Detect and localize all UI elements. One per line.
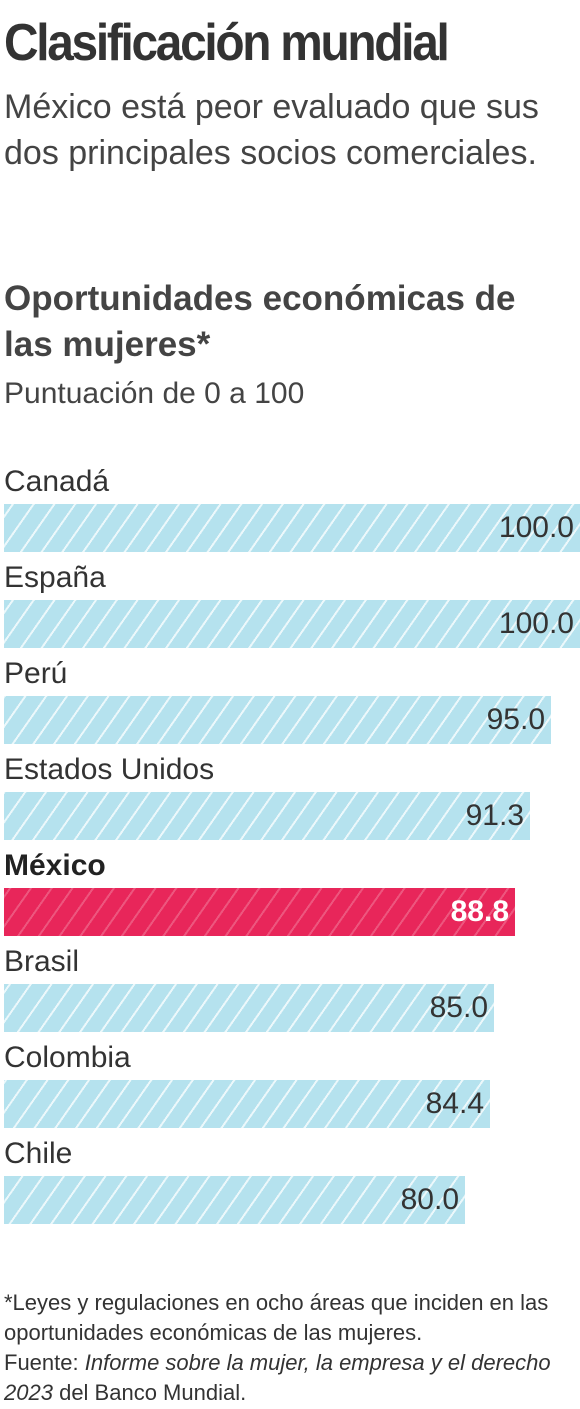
value-label-espana: 100.0 bbox=[498, 607, 574, 640]
bar-brasil: 85.0 bbox=[4, 984, 494, 1032]
footnote: *Leyes y regulaciones en ocho áreas que … bbox=[4, 1288, 576, 1408]
bar-espana: 100.0 bbox=[4, 600, 580, 648]
value-label-mexico: 88.8 bbox=[450, 895, 509, 928]
bar-mexico: 88.8 bbox=[4, 888, 515, 936]
bar-colombia: 84.4 bbox=[4, 1080, 490, 1128]
category-label-estados-unidos: Estados Unidos bbox=[4, 753, 215, 786]
chart-subtitle: Puntuación de 0 a 100 bbox=[4, 377, 305, 410]
value-label-estados-unidos: 91.3 bbox=[465, 799, 524, 832]
category-label-brasil: Brasil bbox=[4, 945, 80, 978]
bar-chart: Canadá 100.0 España 100.0 Perú 95.0 Estados Un… bbox=[0, 460, 580, 1240]
chart-title: Oportunidades económicas de las mujeres* bbox=[4, 279, 516, 364]
subheadline: México está peor evaluado que sus dos pr… bbox=[4, 88, 539, 172]
source-title: Informe sobre la mujer, la empresa y el … bbox=[4, 1350, 551, 1405]
value-label-peru: 95.0 bbox=[486, 703, 545, 736]
value-label-chile: 80.0 bbox=[400, 1183, 459, 1216]
value-label-canada: 100.0 bbox=[498, 511, 574, 544]
category-label-colombia: Colombia bbox=[4, 1041, 131, 1074]
source-org: del Banco Mundial. bbox=[59, 1380, 247, 1405]
category-label-mexico: México bbox=[4, 849, 106, 882]
headline: Clasificación mundial bbox=[4, 14, 450, 72]
bar-estados-unidos: 91.3 bbox=[4, 792, 530, 840]
bar-chile: 80.0 bbox=[4, 1176, 465, 1224]
bar-peru: 95.0 bbox=[4, 696, 551, 744]
source-label: Fuente: bbox=[4, 1350, 79, 1375]
category-label-espana: España bbox=[4, 561, 106, 594]
value-label-colombia: 84.4 bbox=[425, 1087, 484, 1120]
footnote-note: *Leyes y regulaciones en ocho áreas que … bbox=[4, 1290, 549, 1345]
value-label-brasil: 85.0 bbox=[429, 991, 488, 1024]
category-label-canada: Canadá bbox=[4, 465, 110, 498]
bar-canada: 100.0 bbox=[4, 504, 580, 552]
category-label-chile: Chile bbox=[4, 1137, 73, 1170]
category-label-peru: Perú bbox=[4, 657, 68, 690]
